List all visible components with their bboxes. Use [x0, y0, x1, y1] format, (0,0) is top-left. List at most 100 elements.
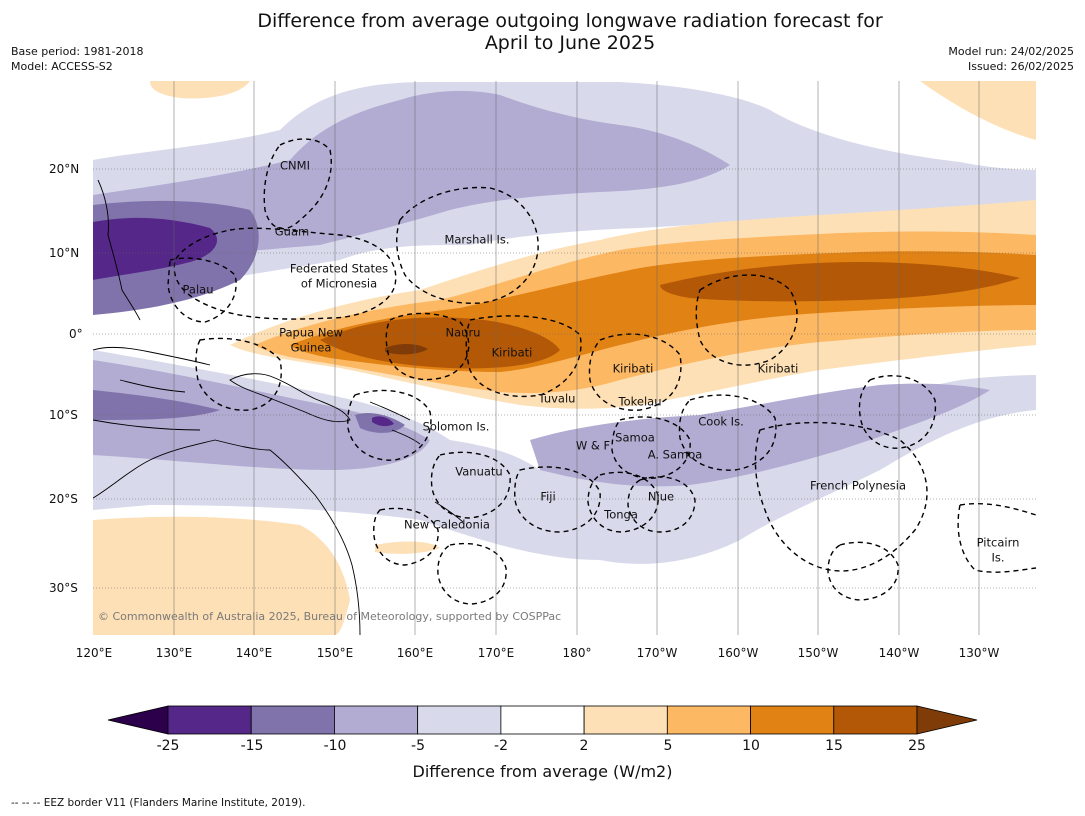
colorbar-tick: 15 [825, 738, 843, 754]
place-label-american-samoa: A. Samoa [647, 447, 703, 462]
copyright-notice: © Commonwealth of Australia 2025, Bureau… [98, 610, 562, 623]
lat-label: 30°S [49, 581, 78, 595]
colorbar-tick: 10 [742, 738, 760, 754]
lon-label: 150°W [797, 646, 839, 660]
colorbar-tick: -2 [494, 738, 508, 754]
place-label-solomon-islands: Solomon Is. [422, 419, 490, 434]
philippines-coastline [97, 179, 141, 321]
new-guinea-coastline [229, 373, 351, 423]
place-label-cnmi: CNMI [280, 158, 310, 173]
anomaly-region-purple-deep [372, 416, 394, 427]
colorbar-segment [583, 705, 668, 735]
colorbar-segment [167, 705, 252, 735]
colorbar [107, 705, 978, 735]
colorbar-tick: -15 [240, 738, 264, 754]
anomaly-region-purple-light [93, 350, 1036, 564]
place-label-marshall-islands: Marshall Is. [444, 232, 510, 247]
lat-label: 10°S [49, 408, 78, 422]
colorbar-segment [417, 705, 502, 735]
place-label-png-line-1: Papua New [279, 325, 343, 340]
colorbar-tick: -10 [323, 738, 347, 754]
place-label-samoa: Samoa [615, 430, 655, 445]
lon-label: 130°E [155, 646, 193, 660]
australia-coastline [93, 439, 361, 635]
place-label-micronesia-line-1: Federated States [289, 261, 389, 276]
place-label-pitcairn-line-1: Pitcairn [976, 535, 1020, 550]
anomaly-region-purple-deep [93, 217, 218, 280]
colorbar-segment [750, 705, 835, 735]
anomaly-region-orange-light [375, 541, 440, 554]
lon-label: 170°W [636, 646, 678, 660]
lat-label: 20°N [49, 162, 80, 176]
colorbar-tick: -25 [156, 738, 180, 754]
place-label-kiribati-line: Kiribati [757, 361, 799, 376]
colorbar-tick: 25 [908, 738, 926, 754]
lon-label: 180° [562, 646, 592, 660]
map-title-line-2: April to June 2025 [484, 32, 656, 54]
anomaly-region-orange-light [150, 81, 250, 99]
lon-label: 170°E [477, 646, 515, 660]
lon-label: 140°E [235, 646, 273, 660]
new-caledonia-coastline [434, 501, 464, 523]
colorbar-tick: -5 [411, 738, 425, 754]
place-label-micronesia-line-2: of Micronesia [300, 276, 378, 291]
anomaly-region-orange-deep [660, 262, 1020, 302]
lon-label: 150°E [316, 646, 354, 660]
eez-borders [167, 138, 1036, 605]
colorbar-segment [500, 705, 585, 735]
lon-label: 120°E [75, 646, 113, 660]
place-label-wallis-futuna: W & F [575, 438, 611, 453]
colorbar-extend-low [107, 705, 169, 735]
map-title-line-1: Difference from average outgoing longwav… [257, 10, 883, 32]
colorbar-segment [833, 705, 918, 735]
place-label-kiribati-phoenix: Kiribati [612, 361, 654, 376]
anomaly-region-purple-dark [93, 390, 220, 420]
place-label-vanuatu: Vanuatu [455, 464, 503, 479]
colorbar-segment [250, 705, 335, 735]
model-run: Model run: 24/02/2025 [948, 45, 1074, 58]
indonesia-coastline [93, 346, 211, 431]
anomaly-region-orange-extreme [385, 343, 428, 355]
place-label-kiribati-gilbert: Kiribati [491, 345, 533, 360]
lon-label: 140°W [878, 646, 920, 660]
lat-label: 10°N [49, 246, 80, 260]
place-label-tuvalu: Tuvalu [538, 391, 576, 406]
place-label-png-line-2: Guinea [290, 340, 332, 355]
lon-label: 160°E [396, 646, 434, 660]
place-label-tokelau: Tokelau [618, 394, 662, 409]
place-label-pitcairn-line-2: Is. [991, 550, 1005, 565]
map-panel [93, 81, 1036, 635]
colorbar-segment [666, 705, 751, 735]
colorbar-segment [334, 705, 419, 735]
place-label-french-polynesia: French Polynesia [809, 478, 907, 493]
lon-label: 160°W [717, 646, 759, 660]
place-label-niue: Niue [647, 489, 675, 504]
anomaly-region-orange-deep [320, 317, 560, 369]
place-label-nauru: Nauru [445, 325, 481, 340]
meta-left: Base period: 1981-2018 Model: ACCESS-S2 [11, 44, 143, 74]
anomaly-region-orange-light [93, 516, 350, 635]
place-label-tonga: Tonga [604, 507, 638, 522]
lat-label: 20°S [49, 492, 78, 506]
graticule [93, 81, 1036, 635]
place-label-palau: Palau [182, 282, 214, 297]
eez-footnote: -- -- -- EEZ border V11 (Flanders Marine… [11, 797, 306, 809]
base-period: Base period: 1981-2018 [11, 45, 144, 58]
anomaly-region-orange-light [920, 81, 1036, 140]
issued-date: Issued: 26/02/2025 [967, 60, 1074, 73]
place-label-guam: Guam [274, 224, 310, 239]
place-label-new-caledonia: New Caledonia [404, 517, 490, 532]
place-label-fiji: Fiji [540, 489, 556, 504]
place-label-cook-islands: Cook Is. [698, 414, 744, 429]
colorbar-tick: 5 [663, 738, 673, 754]
model-name: Model: ACCESS-S2 [11, 60, 113, 73]
anomaly-region-purple-medium [530, 383, 990, 487]
colorbar-extend-high [916, 705, 978, 735]
solomon-islands-coastline [369, 401, 421, 445]
meta-right: Model run: 24/02/2025 Issued: 26/02/2025 [948, 44, 1074, 74]
colorbar-tick: 2 [579, 738, 589, 754]
colorbar-title: Difference from average (W/m2) [412, 762, 673, 781]
lon-label: 130°W [958, 646, 1000, 660]
lat-label: 0° [69, 327, 83, 341]
